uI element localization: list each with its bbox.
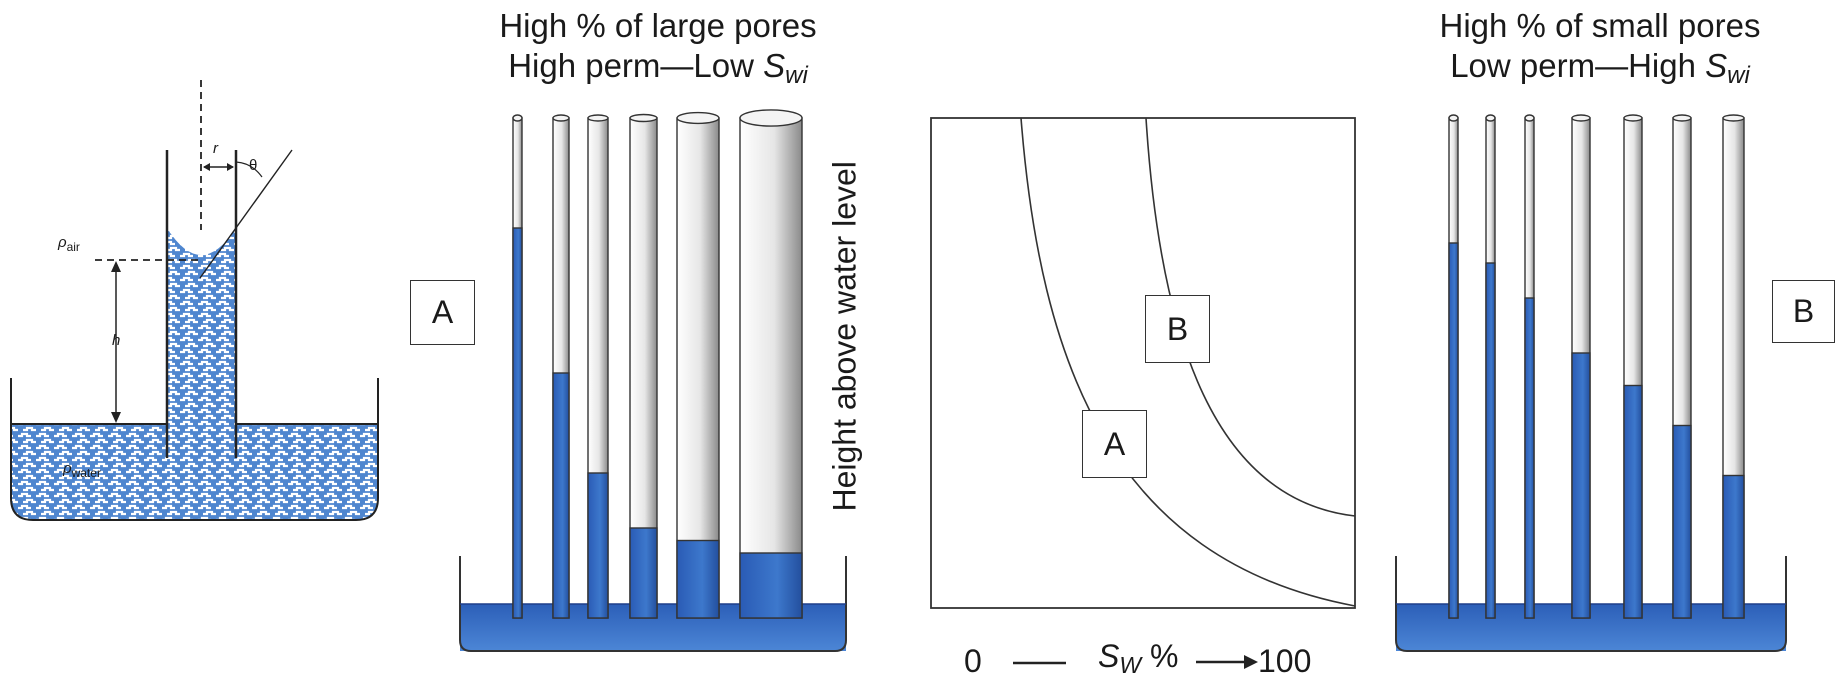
right-panel-title: High % of small pores Low perm—High Swi [1439, 7, 1761, 89]
meniscus [167, 228, 236, 255]
left-tube-5 [676, 111, 720, 619]
left-panel-title: High % of large pores High perm—Low Swi [499, 7, 817, 89]
left-tube-6 [739, 109, 803, 619]
right-tube-set [1395, 114, 1787, 652]
right-tube-5 [1623, 114, 1643, 619]
right-tube-6 [1672, 114, 1692, 619]
left-tube-3 [587, 114, 609, 619]
right-tube-3 [1524, 114, 1535, 619]
tube-water [167, 228, 236, 424]
curve-a-label: A [1082, 410, 1147, 478]
angle-arc [235, 161, 263, 178]
saturation-chart [930, 117, 1356, 669]
right-tube-2 [1485, 114, 1496, 619]
right-panel-label: B [1772, 280, 1835, 343]
x-axis-variable: SW % [1098, 638, 1179, 678]
right-tube-4 [1571, 114, 1591, 619]
left-tube-1 [512, 114, 523, 619]
basin-wall [10, 378, 379, 521]
basin-water [11, 424, 378, 520]
chart-frame [930, 117, 1356, 609]
capillary-diagram [10, 80, 379, 521]
radius-label: r [213, 140, 218, 157]
theta-label: θ [249, 157, 258, 174]
curve-b-label: B [1145, 295, 1210, 363]
left-tube-4 [629, 113, 658, 619]
height-label: h [112, 332, 121, 349]
chart-y-label: Height above water level [826, 161, 863, 512]
right-basin-water [1396, 604, 1786, 651]
rho-air-label: ρair [58, 234, 80, 254]
right-tube-1 [1448, 114, 1459, 619]
left-panel-label: A [410, 280, 475, 345]
right-tube-7 [1722, 114, 1745, 619]
contact-angle-line [199, 149, 293, 279]
x-axis-start: 0 [964, 643, 982, 679]
left-tube-set [459, 109, 847, 652]
left-tube-2 [552, 114, 570, 619]
x-axis-end: 100 [1258, 643, 1312, 679]
curve-b [1145, 117, 1356, 517]
rho-water-label: ρwater [63, 460, 101, 480]
